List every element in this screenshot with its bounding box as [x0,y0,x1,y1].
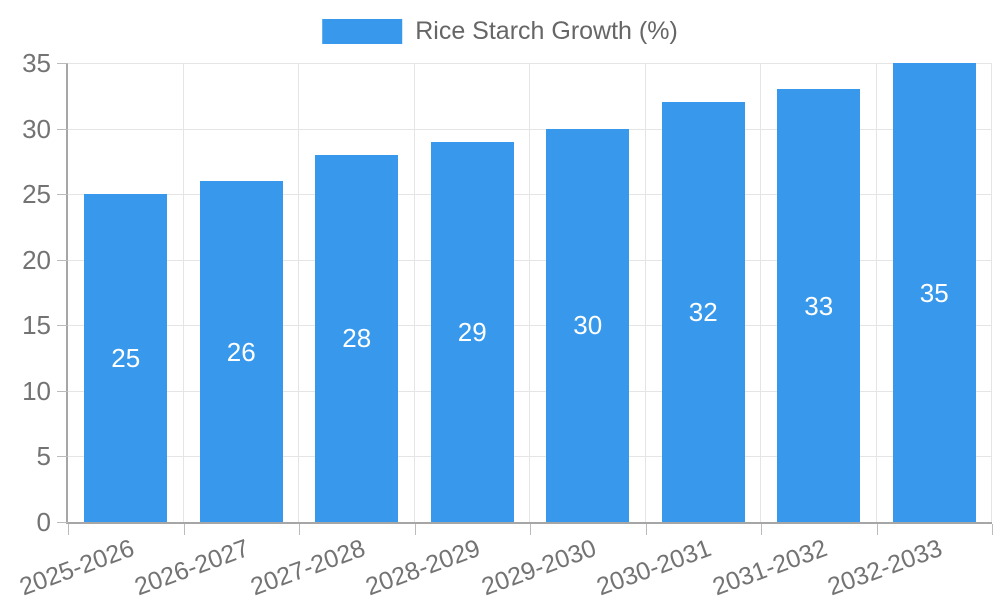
gridline-v [529,63,530,522]
y-axis-tick [57,194,68,196]
y-tick-label: 0 [36,507,51,537]
x-axis-tick [68,524,69,535]
bar-value-label: 25 [111,343,141,374]
x-axis-tick [299,524,300,535]
x-axis-tick [761,524,762,535]
gridline-v [298,63,299,522]
gridline-h [68,259,992,261]
y-tick-label: 35 [22,48,51,78]
x-axis-tick [183,524,185,535]
y-tick-label: 10 [22,375,51,406]
gridline-v [182,63,184,522]
bar[interactable]: 26 [199,181,283,522]
x-axis-tick [414,524,416,535]
y-tick-label: 15 [22,310,51,341]
gridline-h [68,194,992,196]
bar[interactable]: 28 [315,154,399,522]
bar[interactable]: 32 [661,102,745,522]
y-axis-tick [57,63,68,64]
x-axis-tick [992,524,993,535]
gridline-v [413,63,415,522]
bar[interactable]: 29 [430,141,514,522]
gridline-h [68,390,992,392]
gridline-h [68,325,992,327]
y-tick-label: 25 [22,179,51,210]
y-axis-tick [57,390,68,392]
bar-value-label: 30 [573,310,603,341]
plot-area [66,63,992,524]
y-tick-label: 30 [22,113,51,144]
legend-swatch-icon [322,19,403,44]
x-axis-tick [645,524,647,535]
bar[interactable]: 33 [777,89,861,522]
bar[interactable]: 35 [892,63,976,522]
gridline-v [760,63,761,522]
chart-legend[interactable]: Rice Starch Growth (%) [322,19,678,44]
y-axis-tick [57,522,68,523]
bar[interactable]: 30 [546,128,630,522]
bar-value-label: 28 [342,323,372,354]
y-axis-tick [57,259,68,261]
gridline-h [68,128,992,130]
bar[interactable]: 25 [84,194,168,522]
x-axis-tick [530,524,531,535]
bar-value-label: 35 [919,277,949,308]
y-axis-tick [57,456,68,458]
bar-value-label: 33 [804,290,834,321]
gridline-h [68,63,992,64]
y-tick-label: 20 [22,244,51,275]
legend-label: Rice Starch Growth (%) [415,17,678,45]
gridline-v [875,63,877,522]
gridline-h [68,456,992,458]
x-axis-tick [876,524,878,535]
y-axis-tick [57,128,68,130]
gridline-v [991,63,992,522]
gridline-v [644,63,646,522]
bar-value-label: 32 [688,297,718,328]
bar-value-label: 29 [457,316,487,347]
y-tick-label: 5 [36,441,51,472]
y-axis-tick [57,325,68,327]
bar-value-label: 26 [226,336,256,367]
